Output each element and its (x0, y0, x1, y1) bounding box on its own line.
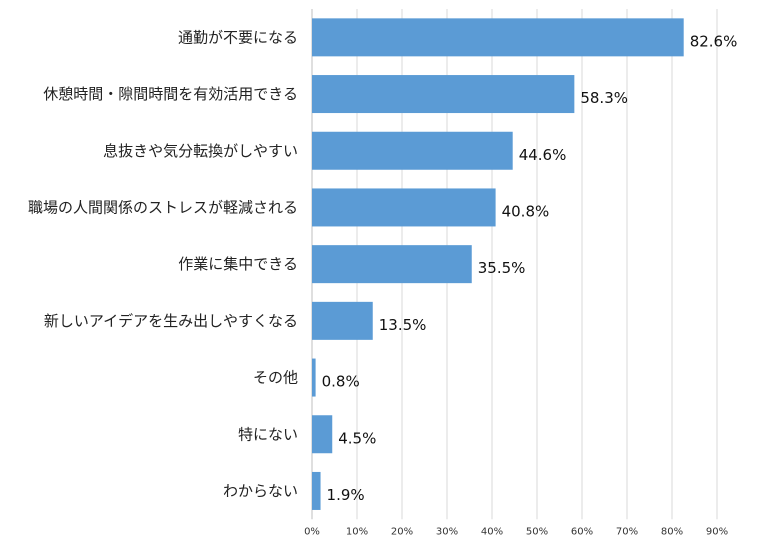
bars (312, 18, 684, 510)
value-labels: 82.6% 58.3% 44.6% 40.8% 35.5% 13.5% 0.8% 4.5% 1.… (322, 32, 738, 504)
category-label: 職場の人間関係のストレスが軽減される (28, 198, 298, 216)
bar (312, 18, 684, 57)
x-tick-label: 0% (304, 526, 320, 537)
x-tick-label: 60% (571, 526, 593, 537)
x-tick-label: 30% (436, 526, 458, 537)
bar (312, 75, 575, 114)
value-label: 1.9% (327, 486, 365, 504)
bar (312, 301, 373, 340)
bar (312, 131, 513, 170)
value-label: 58.3% (580, 89, 628, 107)
category-label: 休憩時間・隙間時間を有効活用できる (43, 85, 298, 103)
category-label: わからない (223, 482, 298, 500)
value-label: 35.5% (478, 259, 526, 277)
category-label: 通勤が不要になる (178, 28, 298, 46)
bar (312, 415, 333, 454)
x-axis-ticks: 0% 10% 20% 30% 40% 50% 60% 70% 80% 90% (304, 526, 728, 537)
x-tick-label: 20% (391, 526, 413, 537)
value-label: 44.6% (519, 146, 567, 164)
category-label: 作業に集中できる (178, 255, 298, 273)
category-label: 新しいアイデアを生み出しやすくなる (44, 312, 298, 330)
x-tick-label: 40% (481, 526, 503, 537)
x-tick-label: 50% (526, 526, 548, 537)
value-label: 4.5% (338, 429, 376, 447)
category-label: 息抜きや気分転換がしやすい (103, 142, 298, 160)
bar (312, 245, 472, 284)
x-tick-label: 70% (616, 526, 638, 537)
category-labels: 通勤が不要になる休憩時間・隙間時間を有効活用できる息抜きや気分転換がしやすい職場… (28, 28, 298, 500)
value-label: 82.6% (690, 32, 738, 50)
bar (312, 358, 316, 397)
value-label: 40.8% (502, 202, 550, 220)
category-label: 特にない (238, 425, 298, 443)
bar (312, 188, 496, 227)
bar (312, 471, 321, 510)
value-label: 13.5% (379, 316, 427, 334)
category-label: その他 (253, 369, 298, 387)
x-tick-label: 80% (661, 526, 683, 537)
x-tick-label: 90% (706, 526, 728, 537)
value-label: 0.8% (322, 373, 360, 391)
x-tick-label: 10% (346, 526, 368, 537)
